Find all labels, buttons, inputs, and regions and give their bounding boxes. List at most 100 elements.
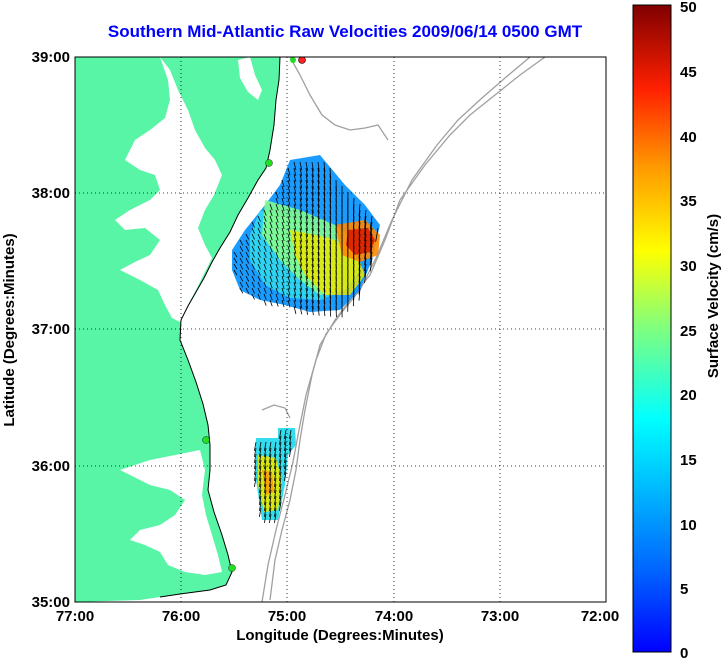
velocity-vector: [263, 239, 267, 246]
velocity-vector: [257, 221, 261, 228]
velocity-vector: [269, 239, 273, 247]
velocity-vector: [317, 239, 320, 250]
velocity-vector: [323, 287, 326, 299]
velocity-vector: [323, 251, 326, 263]
velocity-vector: [281, 185, 285, 194]
velocity-vector: [245, 233, 250, 240]
velocity-vector: [281, 227, 285, 236]
velocity-vector: [323, 179, 326, 191]
velocity-vector: [269, 257, 273, 265]
velocity-vector: [317, 209, 320, 220]
velocity-vector: [259, 495, 262, 505]
velocity-vector: [281, 269, 285, 278]
velocity-vector: [251, 257, 255, 264]
velocity-vector: [275, 275, 279, 283]
velocity-vector: [369, 227, 373, 242]
velocity-vector: [317, 251, 320, 262]
velocity-vector: [364, 263, 367, 278]
velocity-vector: [233, 269, 238, 276]
velocity-vector: [323, 227, 326, 239]
velocity-vector: [305, 239, 308, 249]
velocity-vector: [287, 275, 291, 284]
velocity-vector: [269, 489, 272, 499]
velocity-vector: [311, 179, 314, 190]
velocity-vector: [311, 227, 314, 238]
velocity-vector: [257, 287, 261, 294]
velocity-vector: [287, 233, 291, 242]
velocity-vector: [269, 203, 273, 211]
velocity-vector: [269, 227, 273, 235]
velocity-vector: [364, 251, 367, 266]
colorbar-tick: 15: [680, 452, 697, 469]
velocity-vector: [323, 269, 326, 281]
velocity-vector: [251, 269, 255, 276]
velocity-vector: [239, 257, 244, 264]
colorbar-gradient: [632, 4, 672, 653]
pamlico-sound: [120, 450, 222, 575]
velocity-vector: [293, 215, 297, 224]
velocity-vector: [287, 197, 291, 206]
velocity-vector: [269, 299, 273, 307]
velocity-vector: [259, 501, 262, 511]
velocity-vector: [287, 167, 291, 176]
velocity-vector: [275, 269, 279, 277]
velocity-vector: [279, 465, 282, 475]
velocity-vector: [269, 209, 273, 217]
velocity-vector: [299, 179, 303, 189]
velocity-vector: [263, 257, 267, 264]
colorbar-tick: 30: [680, 258, 697, 275]
velocity-vector: [284, 465, 287, 475]
x-tick-label: 73:00: [481, 608, 519, 625]
velocity-vector: [311, 167, 314, 178]
velocity-vector: [239, 269, 244, 276]
y-tick-label: 38:00: [32, 185, 70, 202]
velocity-vector: [275, 197, 279, 205]
velocity-vector: [239, 287, 244, 294]
velocity-vector: [364, 233, 367, 248]
velocity-vector: [305, 245, 308, 255]
velocity-vector: [317, 263, 320, 274]
velocity-vector: [317, 299, 320, 310]
velocity-vector: [259, 447, 262, 457]
velocity-vector: [269, 293, 273, 301]
velocity-vector: [323, 299, 326, 311]
velocity-vector: [305, 197, 308, 207]
velocity-vector: [263, 275, 267, 282]
velocity-vector: [269, 501, 272, 511]
velocity-vector: [317, 227, 320, 238]
velocity-vector: [269, 471, 272, 481]
velocity-vector: [311, 245, 314, 256]
velocity-vector: [275, 263, 279, 271]
velocity-vector: [305, 293, 308, 303]
velocity-vector: [293, 191, 297, 200]
velocity-vector: [257, 263, 261, 270]
velocity-vector: [293, 305, 297, 314]
velocity-vector: [305, 167, 308, 177]
velocity-vector: [281, 281, 285, 290]
velocity-vector: [311, 281, 314, 292]
velocity-vector: [239, 263, 244, 270]
velocity-vector: [264, 465, 267, 475]
velocity-vector: [275, 281, 279, 289]
velocity-vector: [317, 185, 320, 196]
velocity-vector: [317, 293, 320, 304]
velocity-vector: [269, 465, 272, 475]
colorbar-tick: 45: [680, 64, 697, 81]
colorbar-tick: 5: [680, 581, 688, 598]
velocity-vector: [293, 161, 297, 170]
velocity-vector: [251, 227, 255, 234]
velocity-vector: [305, 203, 308, 213]
velocity-vector: [317, 167, 320, 178]
velocity-vector: [269, 441, 272, 451]
velocity-vector: [299, 209, 303, 219]
colorbar-tick: 35: [680, 193, 697, 210]
velocity-vector: [293, 203, 297, 212]
velocity-vector: [259, 459, 262, 469]
velocity-vector: [269, 233, 273, 241]
velocity-vector: [257, 215, 261, 222]
velocity-vector: [289, 441, 292, 451]
velocity-vector: [269, 483, 272, 493]
velocity-vector: [274, 477, 277, 487]
velocity-vector: [251, 251, 255, 258]
velocity-vector: [353, 293, 355, 307]
